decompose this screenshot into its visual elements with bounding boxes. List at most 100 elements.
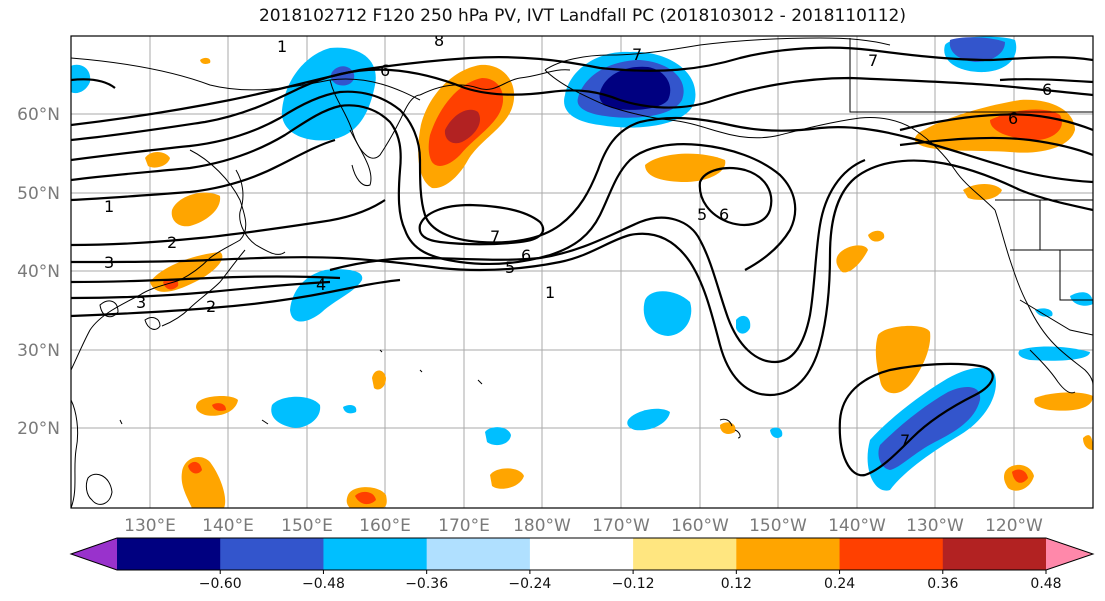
contour-labels: 1 6 8 7 1 2 3 3 2 4 7 5 6 1 5 6 7 6 6 7	[104, 36, 1052, 450]
pv-blob-small-6	[1035, 308, 1053, 317]
coast-mainland-asia	[71, 149, 247, 371]
lon-label: 150°E	[281, 516, 333, 536]
pv-negative-anomalies	[71, 36, 1093, 491]
colorbar-tick-label: −0.12	[612, 576, 655, 592]
coast-siberia	[71, 57, 421, 101]
lat-label: 50°N	[17, 184, 60, 204]
contour-4	[329, 158, 866, 364]
contour-label: 3	[104, 253, 114, 272]
contour-6-north	[71, 68, 1093, 142]
contour-label: 2	[206, 297, 216, 316]
pv-blob-small-p6-inner	[355, 491, 376, 505]
contour-label: 1	[104, 197, 114, 216]
coast-luzon	[85, 473, 113, 505]
colorbar-segment	[426, 538, 531, 570]
colorbar-tick-label: −0.24	[508, 576, 551, 592]
colorbar-extend-max	[1046, 538, 1093, 570]
coast-alaska-north	[544, 37, 891, 71]
coast-okhotsk	[349, 129, 372, 187]
coast-kamchatka	[329, 79, 421, 159]
lon-label: 160°W	[671, 516, 729, 536]
contour-siberia	[71, 78, 116, 89]
pv-blob-kamchatka-inner	[330, 66, 355, 86]
contour-3b	[71, 280, 331, 300]
ivt-contours	[71, 46, 1093, 477]
coast-hawaii	[719, 418, 741, 439]
coast-kyushu	[144, 317, 161, 330]
colorbar-segment	[323, 538, 428, 570]
pv-blob-subtropical-east-inner	[878, 387, 981, 470]
pv-blob-small-p2	[963, 184, 1002, 200]
colorbar-extend-min	[71, 538, 117, 570]
lon-label: 120°W	[985, 516, 1043, 536]
pv-blob-subtropical-p	[875, 325, 931, 394]
contour-subtropical-loop	[838, 362, 994, 477]
map-title: 2018102712 F120 250 hPa PV, IVT Landfall…	[258, 6, 906, 26]
colorbar-segment	[117, 538, 221, 570]
contour-label: 4	[316, 275, 326, 294]
pv-blob-small-2	[343, 404, 357, 414]
colorbar-segment	[736, 538, 841, 570]
colorbar: −0.60 −0.48 −0.36 −0.24 −0.12 0.12 0.24 0.36 0.4…	[69, 537, 1095, 592]
lon-label: 170°E	[438, 516, 490, 536]
lon-label: 130°W	[906, 516, 964, 536]
contour-label: 1	[277, 37, 287, 56]
colorbar-segment	[942, 538, 1047, 570]
border-us-mexico	[1019, 299, 1093, 336]
contour-2	[71, 199, 386, 247]
coastlines	[71, 37, 1093, 508]
contour-label: 5	[697, 205, 707, 224]
pv-blob-mexico	[1034, 392, 1093, 411]
contour-6-bc	[899, 113, 1093, 132]
contour-1-north	[71, 46, 1093, 127]
contour-6-bc-2	[899, 136, 1093, 157]
pv-blob-mexico-south-inner	[1012, 469, 1028, 483]
contour-label: 1	[545, 283, 555, 302]
pv-blob-japan-sea	[171, 192, 221, 227]
contour-5-6-loop	[71, 104, 797, 271]
colorbar-ticks: −0.60 −0.48 −0.36 −0.24 −0.12 0.12 0.24 0.36 0.4…	[199, 570, 1062, 592]
colorbar-tick-label: −0.36	[405, 576, 448, 592]
pv-blob-small-p8	[372, 370, 386, 390]
contour-label: 6	[719, 205, 729, 224]
lon-label: 180°W	[513, 516, 571, 536]
contour-6-ne	[999, 78, 1093, 84]
contour-2b	[71, 278, 401, 318]
lat-label: 40°N	[17, 262, 60, 282]
coast-chukotka	[419, 69, 571, 96]
contour-label: 2	[167, 233, 177, 252]
pv-blob-small-3	[485, 427, 511, 446]
colorbar-segment	[220, 538, 324, 570]
coast-sakhalin-hokkaido	[235, 169, 286, 255]
lon-label: 150°W	[749, 516, 807, 536]
border-alaska-canada	[849, 38, 1093, 113]
pv-blob-small-p7	[490, 468, 524, 489]
contour-label: 7	[868, 51, 878, 70]
colorbar-tick-label: 0.48	[1030, 576, 1061, 592]
coast-china-south	[71, 399, 79, 508]
colorbar-tick-label: 0.36	[927, 576, 958, 592]
pv-blob-small-p5-inner	[212, 403, 226, 411]
lon-label: 140°E	[202, 516, 254, 536]
contour-7-inner	[418, 203, 545, 246]
pv-blob-central-pacific	[643, 291, 692, 336]
coast-honshu	[161, 249, 246, 327]
lon-label: 140°W	[828, 516, 886, 536]
contour-1-south	[71, 159, 1093, 397]
contour-label: 3	[136, 293, 146, 312]
pv-blob-small-4	[627, 408, 670, 431]
coast-us-west	[994, 209, 1093, 386]
contour-label: 6	[521, 246, 531, 265]
colorbar-segment	[839, 538, 944, 570]
contour-label: 6	[1042, 80, 1052, 99]
contour-label: 6	[1008, 109, 1018, 128]
contour-label: 7	[900, 431, 910, 450]
pv-blob-small-5	[770, 427, 783, 438]
lat-label: 20°N	[17, 419, 60, 439]
pv-blob-small-p4	[868, 230, 885, 242]
colorbar-tick-label: 0.12	[721, 576, 752, 592]
map-frame	[70, 35, 1094, 509]
pv-blob-small-p10	[200, 57, 211, 64]
colorbar-segments	[71, 538, 1093, 570]
